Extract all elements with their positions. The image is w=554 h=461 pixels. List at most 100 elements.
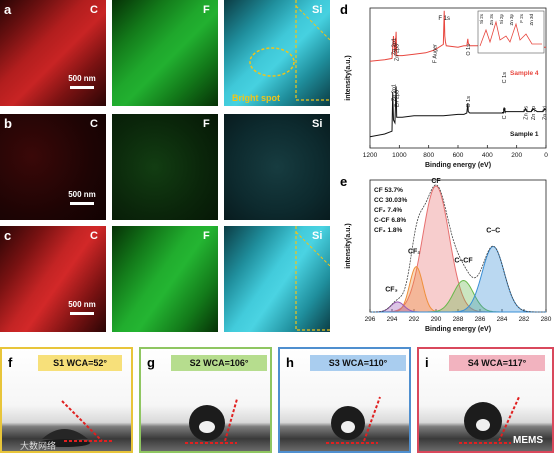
chart-e-xtick-label-7: 282	[519, 316, 530, 323]
chart-d-ann-2: F Auger	[433, 44, 439, 63]
chart-d-xtick-label-0: 1200	[363, 152, 378, 159]
wca-letter-i: i	[425, 355, 429, 370]
bright-spot-label: Bright spot	[232, 93, 280, 103]
panel-label-c: c	[4, 228, 12, 243]
chart-e-xtick-label-3: 290	[431, 316, 442, 323]
bright-spot-overlay	[249, 0, 330, 101]
chart-d-ann-14: Sample 1	[510, 131, 539, 138]
chart-d-ann-9: O 1s	[466, 96, 472, 108]
chart-e-peak-label-2: CF₃	[385, 286, 398, 293]
map-a-fluorine	[112, 0, 218, 106]
chart-e-ylabel: intensity(a.u.)	[345, 223, 352, 269]
chart-e-envelope	[370, 184, 545, 313]
map-b-label-si: Si	[312, 118, 323, 130]
chart-e-xtick-label-4: 288	[453, 316, 464, 323]
map-b-silicon	[224, 114, 330, 220]
panel-label-a: a	[4, 2, 12, 17]
chart-e-peak-label-1: CF₂	[408, 249, 420, 256]
wca-title-s2: S2 WCA=106°	[171, 355, 267, 371]
scalebar-b	[70, 202, 94, 205]
chart-d-xtick-label-6: 0	[544, 152, 548, 159]
wca-panel-s1: f S1 WCA=52° 大数网络	[0, 347, 133, 453]
chart-e-xtick-label-6: 284	[497, 316, 508, 323]
map-c-si-dashed-box	[295, 226, 330, 331]
map-c-fluorine	[112, 226, 218, 332]
chart-e-xtick-label-5: 286	[475, 316, 486, 323]
chart-d-xtick-label-4: 400	[482, 152, 493, 159]
chart-d-inset-label-3: Zn 3p	[509, 14, 514, 26]
chart-d-ann-6: Sample 4	[510, 70, 539, 77]
wca-panel-s3: h S3 WCA=110°	[278, 347, 411, 453]
chart-d-ann-3: F 1s	[438, 16, 450, 22]
chart-d-inset-label-5: Zn 3d	[529, 14, 534, 26]
scale-text-b: 500 nm	[68, 190, 96, 199]
wca-title-s4: S4 WCA=117°	[449, 355, 545, 371]
chart-d-xtick-label-1: 1000	[392, 152, 407, 159]
wca-letter-g: g	[147, 355, 155, 370]
map-b-fluorine	[112, 114, 218, 220]
chart-e-peak-label-3: C–CF	[454, 258, 473, 265]
scalebar-a	[70, 86, 94, 89]
chart-e-xtick-label-1: 294	[387, 316, 398, 323]
chart-e-legend-3: C-CF 6.8%	[374, 217, 406, 224]
watermark-right: MEMS	[513, 435, 543, 446]
chart-e-xtick-label-0: 296	[365, 316, 376, 323]
watermark-left: 大数网络	[20, 441, 57, 451]
chart-e-xlabel: Binding energy (eV)	[425, 326, 491, 333]
chart-d-ann-1: Zn 2p3	[395, 44, 401, 61]
chart-e-legend-0: CF 53.7%	[374, 187, 403, 194]
chart-e-peak-label-0: CF	[431, 178, 441, 185]
chart-d-ann-10: C 1s	[502, 108, 508, 120]
chart-e-legend-4: CF₃ 1.8%	[374, 227, 403, 234]
map-a-label-c: C	[90, 4, 98, 16]
map-b-label-f: F	[203, 118, 210, 130]
chart-d-series-1	[369, 86, 547, 138]
chart-d-ann-5: C 1s	[502, 72, 508, 84]
panel-label-b: b	[4, 116, 12, 131]
wca-title-s1: S1 WCA=52°	[38, 355, 122, 371]
chart-d-xlabel: Binding energy (eV)	[425, 162, 491, 169]
droplet-s4	[459, 396, 520, 444]
chart-d-ann-0: Zn 2p1	[391, 38, 397, 55]
wca-letter-h: h	[286, 355, 294, 370]
chart-d-xtick-label-3: 600	[453, 152, 464, 159]
map-a-silicon	[224, 0, 330, 106]
chart-d-ylabel: intensity(a.u.)	[345, 55, 352, 101]
chart-d-ann-8: Zn 2p3	[395, 90, 401, 107]
wca-title-s3: S3 WCA=110°	[310, 355, 406, 371]
chart-e-xtick-label-8: 280	[541, 316, 552, 323]
chart-d-inset-label-0: Si 2s	[479, 13, 484, 24]
chart-e-legend-2: CF₂ 7.4%	[374, 207, 402, 214]
chart-d-inset	[477, 10, 545, 54]
map-a-label-f: F	[203, 4, 210, 16]
panel-label-d: d	[340, 2, 348, 17]
map-c-silicon	[224, 226, 330, 332]
xps-survey-chart: 1200 1000 800 600 400 200 0 Binding energy (eV)…	[345, 7, 549, 169]
chart-e-peak-label-4: C–C	[486, 227, 500, 234]
chart-e-legend-1: CC 30.03%	[374, 197, 407, 204]
chart-d-inset-line	[479, 20, 542, 47]
chart-e-component-4	[370, 245, 546, 313]
map-c-label-f: F	[203, 230, 210, 242]
chart-d-xtick-label-2: 800	[423, 152, 434, 159]
chart-d-ann-11: Zn 3s	[523, 106, 529, 120]
chart-d-ann-13: Zn 3d	[543, 106, 549, 120]
droplet-s3	[326, 396, 381, 444]
map-a-label-si: Si	[312, 4, 323, 16]
chart-d-inset-label-1: Zn 3s	[489, 13, 494, 25]
map-c-label-si: Si	[312, 230, 323, 242]
chart-d-ann-7: Zn 2p1	[391, 84, 397, 101]
wca-letter-f: f	[8, 355, 13, 370]
c1s-fit-chart: 296 294 292 290 288 286 284 282 280 Binding energ…	[345, 178, 552, 333]
droplet-s2	[185, 398, 238, 444]
map-b-label-c: C	[90, 118, 98, 130]
panel-label-e: e	[340, 174, 348, 189]
chart-e-xtick-label-2: 292	[409, 316, 420, 323]
droplet-s1	[38, 400, 112, 447]
chart-d-inset-label-4: F 2s	[519, 13, 524, 23]
chart-d-ann-4: O 1s	[466, 44, 472, 56]
scalebar-c	[70, 312, 94, 315]
wca-panel-s4: i S4 WCA=117° MEMS	[417, 347, 554, 453]
map-c-label-c: C	[90, 230, 98, 242]
scale-text-a: 500 nm	[68, 74, 96, 83]
